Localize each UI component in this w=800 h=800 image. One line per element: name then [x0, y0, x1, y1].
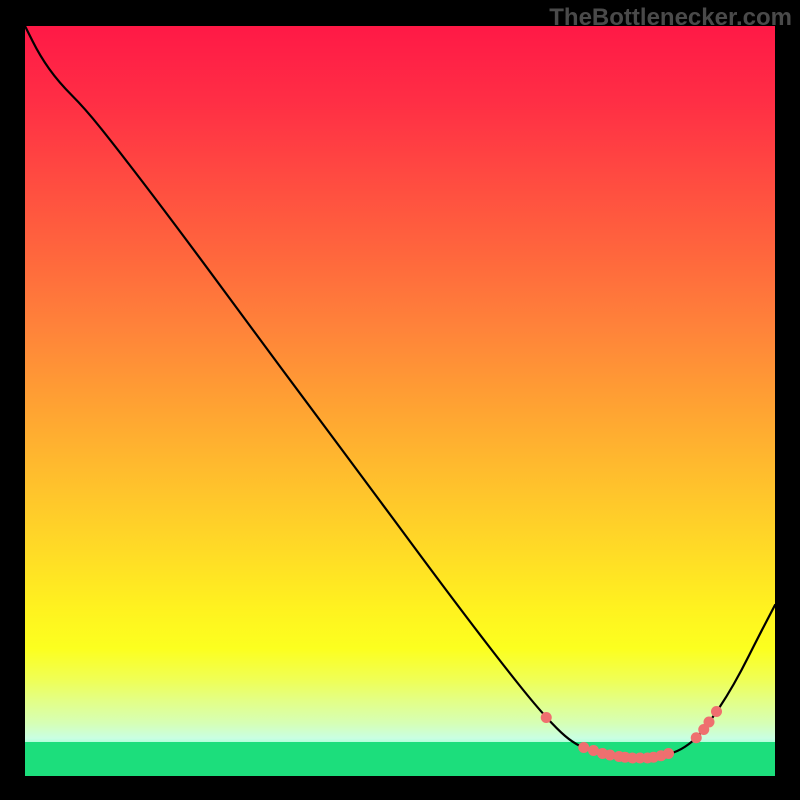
green-bottom-band — [25, 742, 775, 776]
chart-container: TheBottlenecker.com — [0, 0, 800, 800]
plot-area — [25, 26, 775, 776]
gradient-background — [25, 26, 775, 776]
watermark-text: TheBottlenecker.com — [549, 4, 792, 32]
